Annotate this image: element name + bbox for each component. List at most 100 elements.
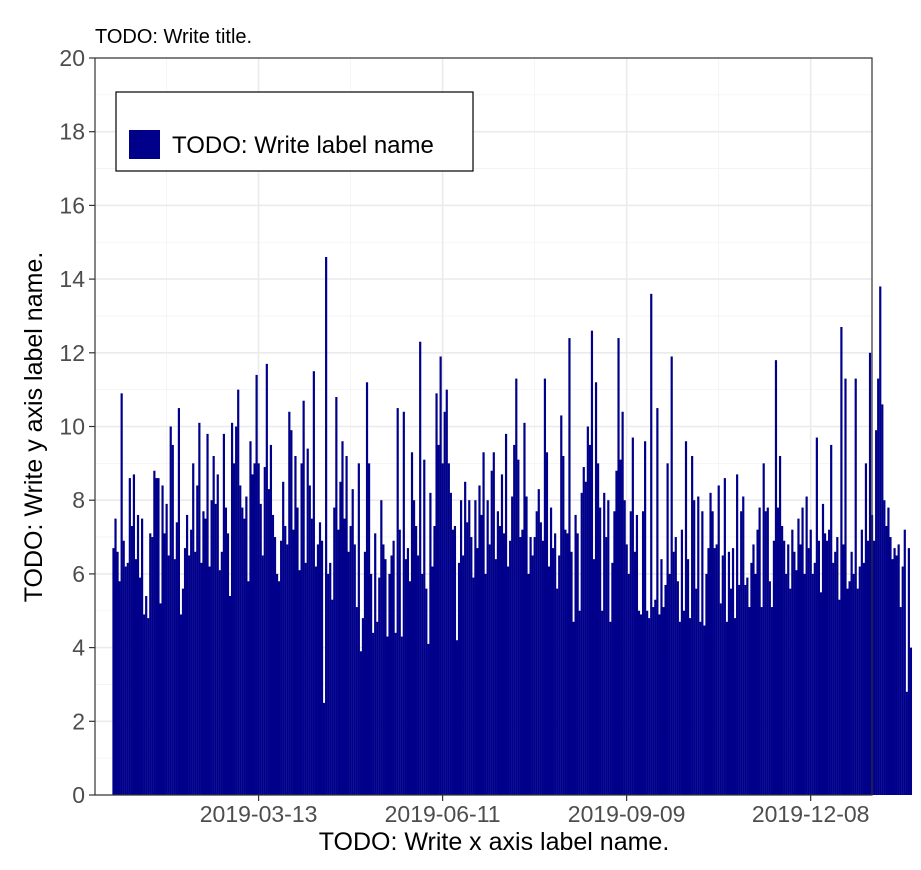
bar: [249, 441, 252, 795]
y-tick-label: 6: [72, 561, 85, 587]
bar: [327, 573, 330, 795]
bar: [280, 540, 283, 795]
bar: [791, 529, 794, 795]
bar: [588, 444, 591, 795]
bar: [496, 511, 499, 795]
bar: [265, 363, 268, 795]
bar: [275, 573, 279, 795]
bar: [709, 492, 712, 795]
bar: [897, 544, 900, 795]
bar: [284, 525, 287, 795]
bar: [809, 529, 812, 795]
bar: [603, 492, 606, 795]
bar: [789, 588, 792, 795]
bar: [684, 441, 688, 795]
bar: [192, 463, 195, 795]
bar: [879, 286, 882, 795]
bar: [646, 610, 649, 795]
bar: [652, 607, 655, 795]
bar: [617, 338, 620, 795]
bar: [580, 492, 583, 795]
bar: [736, 474, 739, 795]
bar: [484, 573, 487, 795]
bar: [257, 463, 260, 795]
bar: [539, 522, 542, 795]
bar: [844, 378, 847, 795]
bar: [682, 610, 686, 795]
bar: [267, 489, 270, 795]
bar: [464, 481, 467, 795]
bar: [310, 518, 313, 795]
bar: [228, 596, 232, 795]
bar: [523, 422, 526, 795]
bar: [370, 573, 373, 795]
bar: [525, 496, 528, 795]
bar: [359, 651, 362, 795]
bar: [787, 544, 790, 795]
bar: [868, 352, 872, 795]
bar: [891, 559, 894, 795]
bar: [151, 537, 154, 795]
bar: [329, 562, 332, 795]
bar: [511, 496, 514, 795]
bar: [903, 529, 906, 795]
bar: [392, 540, 395, 795]
bar: [443, 411, 446, 795]
bar: [746, 577, 749, 795]
bar: [210, 500, 213, 795]
bar: [415, 525, 418, 795]
bar: [543, 378, 547, 795]
bar: [772, 540, 776, 795]
bar: [382, 544, 385, 795]
bar: [218, 570, 221, 795]
bar: [474, 500, 477, 795]
bar: [347, 551, 350, 795]
bar: [783, 540, 786, 795]
bar: [551, 548, 555, 795]
bar: [363, 551, 367, 795]
bar: [576, 533, 579, 795]
bar: [427, 643, 430, 795]
bar: [825, 540, 829, 795]
bar: [394, 632, 397, 795]
bar: [807, 548, 810, 795]
bar: [308, 485, 311, 795]
bar: [562, 455, 565, 795]
bar: [462, 555, 465, 795]
bar: [699, 621, 702, 795]
bar: [177, 408, 181, 795]
bar: [817, 540, 821, 795]
bar: [212, 455, 215, 795]
bar: [658, 614, 661, 795]
bar: [470, 537, 473, 795]
bar: [895, 555, 898, 795]
bar: [128, 478, 131, 795]
bar: [909, 647, 913, 795]
y-tick-label: 16: [59, 192, 85, 218]
bar: [202, 511, 205, 795]
bar: [147, 618, 150, 795]
bar: [864, 463, 868, 795]
bar: [582, 467, 585, 795]
bar: [774, 360, 778, 795]
bar: [729, 588, 733, 795]
bar: [828, 529, 831, 795]
bar: [188, 555, 191, 795]
bar: [586, 426, 589, 795]
bar: [635, 514, 639, 795]
bar: [776, 507, 780, 795]
bar: [629, 511, 632, 795]
bar: [733, 618, 737, 795]
y-tick-label: 18: [59, 119, 85, 145]
bar: [302, 400, 305, 795]
bar: [731, 548, 735, 795]
bar: [795, 570, 798, 795]
bar: [322, 702, 326, 795]
bar: [398, 529, 401, 795]
bar: [513, 444, 516, 795]
bar: [204, 518, 207, 795]
bar: [578, 610, 581, 795]
bar: [214, 503, 217, 795]
bar: [316, 544, 320, 795]
x-axis: 2019-03-13 2019-06-11 2019-09-09 2019-12-08: [200, 795, 869, 827]
